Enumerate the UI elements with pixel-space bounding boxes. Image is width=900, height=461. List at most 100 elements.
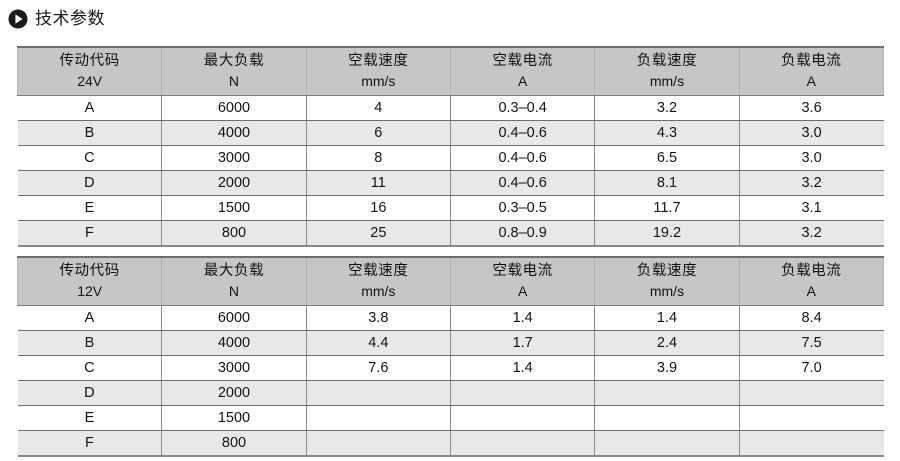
column-header-sub: mm/s	[361, 283, 396, 300]
column-header-sub: 24V	[77, 73, 103, 90]
cell-noload-speed: 25	[305, 220, 451, 247]
play-triangle-icon	[8, 9, 28, 29]
cell-drive-code: D	[17, 170, 162, 196]
cell-noload-current	[449, 430, 595, 457]
cell-noload-current: 1.4	[449, 355, 595, 381]
cell-noload-speed: 8	[305, 145, 451, 171]
cell-load-current: 3.0	[738, 145, 884, 171]
cell-noload-speed	[305, 405, 451, 431]
cell-load-speed: 8.1	[594, 170, 740, 196]
table-header-row: 传动代码 12V 最大负载 N 空载速度 mm/s 空载电流 A 负载速度	[16, 256, 885, 306]
table-row: C 3000 7.6 1.4 3.9 7.0	[17, 355, 884, 381]
table-row: E 1500	[17, 405, 884, 431]
cell-drive-code: C	[17, 145, 162, 171]
column-header-load-current: 负载电流 A	[738, 46, 885, 96]
column-header-main: 空载速度	[348, 263, 409, 280]
cell-drive-code: D	[17, 380, 162, 406]
table-row: F 800	[17, 430, 884, 457]
column-header-drive-code: 传动代码 24V	[16, 46, 163, 96]
cell-load-current	[738, 380, 884, 406]
cell-drive-code: F	[17, 220, 162, 247]
cell-load-current: 3.6	[738, 95, 884, 121]
cell-drive-code: A	[17, 95, 162, 121]
cell-load-speed: 3.9	[594, 355, 740, 381]
cell-noload-current: 0.3–0.5	[449, 195, 595, 221]
cell-noload-speed: 11	[305, 170, 451, 196]
column-header-main: 最大负载	[203, 263, 265, 280]
cell-max-load: 6000	[161, 305, 307, 331]
cell-max-load: 3000	[161, 145, 307, 171]
cell-noload-speed: 3.8	[305, 305, 451, 331]
table-row: B 4000 4.4 1.7 2.4 7.5	[17, 330, 884, 356]
column-header-main: 负载电流	[781, 53, 842, 70]
cell-load-speed: 1.4	[594, 305, 740, 331]
cell-noload-current: 1.7	[449, 330, 595, 356]
column-header-noload-current: 空载电流 A	[449, 46, 596, 96]
cell-load-current: 3.2	[738, 170, 884, 196]
column-header-main: 传动代码	[59, 53, 120, 70]
cell-max-load: 1500	[161, 195, 307, 221]
cell-max-load: 2000	[161, 380, 307, 406]
cell-max-load: 4000	[161, 120, 307, 146]
table-row: E 1500 16 0.3–0.5 11.7 3.1	[17, 195, 884, 221]
column-header-main: 负载速度	[636, 53, 698, 70]
cell-load-speed	[594, 430, 740, 457]
cell-noload-speed: 4.4	[305, 330, 451, 356]
cell-max-load: 800	[161, 430, 307, 457]
column-header-main: 传动代码	[59, 263, 120, 280]
cell-load-current	[738, 405, 884, 431]
cell-load-current: 3.2	[738, 220, 884, 247]
table-header-row: 传动代码 24V 最大负载 N 空载速度 mm/s 空载电流 A 负载速度	[16, 46, 885, 96]
column-header-max-load: 最大负载 N	[161, 46, 307, 96]
cell-load-speed: 11.7	[594, 195, 740, 221]
cell-drive-code: F	[17, 430, 162, 457]
cell-noload-current	[449, 380, 595, 406]
table-row: C 3000 8 0.4–0.6 6.5 3.0	[17, 145, 884, 171]
cell-load-current: 3.1	[738, 195, 884, 221]
column-header-main: 空载电流	[492, 53, 553, 70]
cell-noload-current: 0.8–0.9	[449, 220, 595, 247]
cell-drive-code: B	[17, 120, 162, 146]
table-row: D 2000	[17, 380, 884, 406]
cell-noload-current: 1.4	[449, 305, 595, 331]
column-header-main: 空载电流	[492, 263, 553, 280]
cell-drive-code: A	[17, 305, 162, 331]
spec-table-12v: 传动代码 12V 最大负载 N 空载速度 mm/s 空载电流 A 负载速度	[16, 256, 885, 457]
column-header-sub: mm/s	[649, 283, 685, 300]
spec-table-24v: 传动代码 24V 最大负载 N 空载速度 mm/s 空载电流 A 负载速度	[16, 46, 885, 247]
cell-noload-current	[449, 405, 595, 431]
cell-noload-speed: 6	[305, 120, 451, 146]
table-row: F 800 25 0.8–0.9 19.2 3.2	[17, 220, 884, 247]
column-header-load-current: 负载电流 A	[738, 256, 885, 306]
table-row: A 6000 4 0.3–0.4 3.2 3.6	[17, 95, 884, 121]
column-header-sub: A	[517, 73, 528, 90]
cell-load-speed	[594, 405, 740, 431]
column-header-main: 空载速度	[348, 53, 409, 70]
column-header-main: 负载电流	[781, 263, 842, 280]
cell-load-speed	[594, 380, 740, 406]
cell-max-load: 2000	[161, 170, 307, 196]
cell-max-load: 800	[161, 220, 307, 247]
cell-noload-current: 0.4–0.6	[449, 145, 595, 171]
cell-drive-code: B	[17, 330, 162, 356]
column-header-load-speed: 负载速度 mm/s	[594, 256, 740, 306]
cell-noload-current: 0.4–0.6	[449, 170, 595, 196]
cell-noload-speed	[305, 430, 451, 457]
column-header-noload-speed: 空载速度 mm/s	[305, 256, 451, 306]
page-title-text: 技术参数	[35, 9, 105, 28]
cell-load-speed: 2.4	[594, 330, 740, 356]
table-row: D 2000 11 0.4–0.6 8.1 3.2	[17, 170, 884, 196]
column-header-main: 负载速度	[636, 263, 698, 280]
column-header-max-load: 最大负载 N	[161, 256, 307, 306]
cell-drive-code: C	[17, 355, 162, 381]
cell-noload-current: 0.4–0.6	[449, 120, 595, 146]
column-header-sub: A	[517, 283, 528, 300]
cell-max-load: 1500	[161, 405, 307, 431]
cell-noload-speed: 16	[305, 195, 451, 221]
cell-max-load: 6000	[161, 95, 307, 121]
column-header-sub: mm/s	[361, 73, 396, 90]
cell-noload-speed	[305, 380, 451, 406]
table-row: B 4000 6 0.4–0.6 4.3 3.0	[17, 120, 884, 146]
cell-max-load: 4000	[161, 330, 307, 356]
